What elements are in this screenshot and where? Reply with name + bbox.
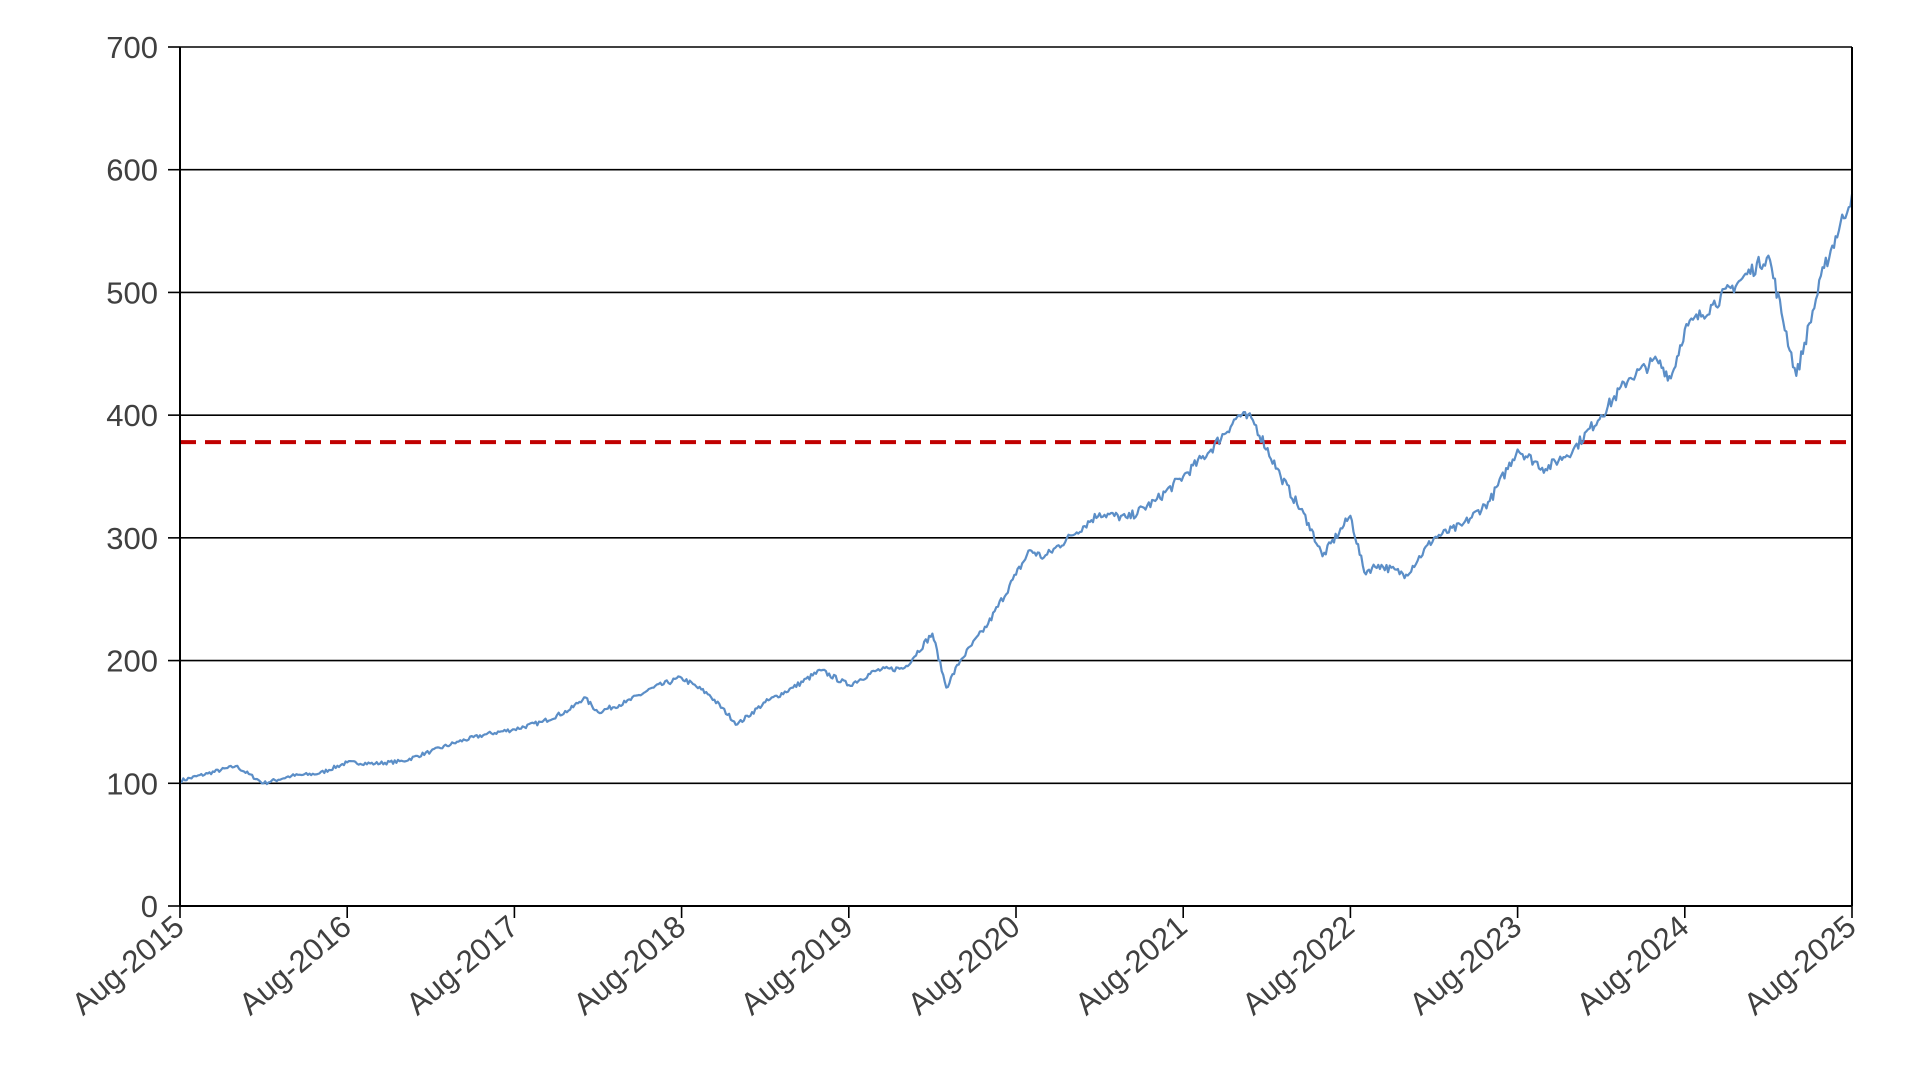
grid-lines [180, 46, 1852, 785]
axes [168, 46, 1853, 918]
series-line [179, 194, 1854, 786]
y-tick-label: 500 [106, 275, 158, 310]
y-tick-label: 400 [106, 398, 158, 433]
y-tick-label: 0 [141, 889, 158, 924]
y-tick-label: 700 [106, 30, 158, 65]
y-tick-label: 300 [106, 521, 158, 556]
y-tick-label: 200 [106, 644, 158, 679]
y-tick-label: 100 [106, 766, 158, 801]
y-tick-label: 600 [106, 153, 158, 188]
series-group [179, 194, 1854, 786]
y-tick-labels: 0 100 200 300 400 500 600 700 [106, 30, 158, 924]
